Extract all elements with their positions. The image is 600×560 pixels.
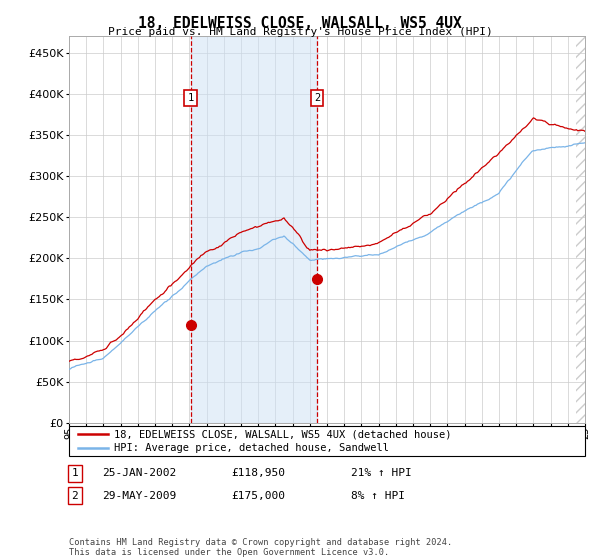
Text: 18, EDELWEISS CLOSE, WALSALL, WS5 4UX (detached house): 18, EDELWEISS CLOSE, WALSALL, WS5 4UX (d… (114, 429, 452, 439)
Text: 1: 1 (71, 468, 79, 478)
Text: 2: 2 (314, 93, 320, 103)
Text: 29-MAY-2009: 29-MAY-2009 (102, 491, 176, 501)
Text: 21% ↑ HPI: 21% ↑ HPI (351, 468, 412, 478)
Text: 25-JAN-2002: 25-JAN-2002 (102, 468, 176, 478)
Text: Price paid vs. HM Land Registry's House Price Index (HPI): Price paid vs. HM Land Registry's House … (107, 27, 493, 37)
Bar (191, 36, 317, 423)
Text: 18, EDELWEISS CLOSE, WALSALL, WS5 4UX: 18, EDELWEISS CLOSE, WALSALL, WS5 4UX (138, 16, 462, 31)
Text: Contains HM Land Registry data © Crown copyright and database right 2024.
This d: Contains HM Land Registry data © Crown c… (69, 538, 452, 557)
Text: HPI: Average price, detached house, Sandwell: HPI: Average price, detached house, Sand… (114, 443, 389, 453)
Text: 8% ↑ HPI: 8% ↑ HPI (351, 491, 405, 501)
Text: 1: 1 (187, 93, 194, 103)
Text: 2: 2 (71, 491, 79, 501)
Text: £175,000: £175,000 (231, 491, 285, 501)
Text: £118,950: £118,950 (231, 468, 285, 478)
